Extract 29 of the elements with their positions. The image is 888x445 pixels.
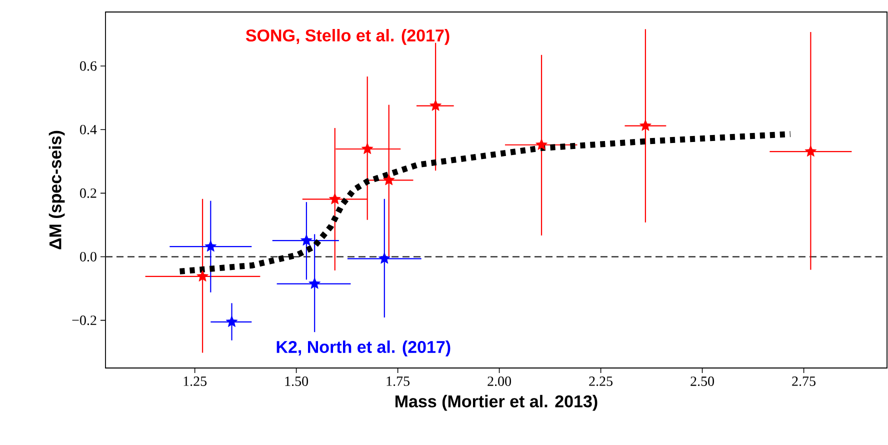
point: [196, 270, 208, 282]
y-tick-label: 0.4: [80, 124, 97, 134]
x-tick-label: 2.25: [589, 376, 613, 386]
x-axis-title: Mass (Mortier et al. 2013): [396, 394, 598, 411]
text: K2, North et al. (2017): [276, 340, 450, 356]
point: [536, 138, 548, 150]
y-tick-label: 0.0: [80, 252, 96, 262]
point: [361, 142, 374, 154]
y-tick-label: 0.6: [80, 61, 97, 71]
point: [328, 193, 341, 204]
x-tick-label: 2.75: [792, 376, 816, 386]
point: [378, 252, 390, 264]
y-tick-label: −0.2: [72, 316, 96, 326]
y-tick-label: 0.2: [80, 188, 96, 198]
text: SONG, Stello et al. (2017): [246, 29, 450, 45]
point: [640, 120, 652, 131]
point: [308, 278, 320, 289]
x-tick-label: 2.00: [488, 376, 512, 386]
x-tick-label: 2.50: [690, 376, 714, 386]
point: [804, 145, 817, 157]
point: [204, 240, 217, 252]
point: [300, 234, 312, 246]
point: [430, 100, 442, 111]
point: [226, 316, 238, 327]
x-tick-label: 1.75: [386, 376, 410, 386]
x-tick-label: 1.50: [285, 376, 308, 386]
x-tick-label: 1.25: [184, 376, 207, 386]
point: [382, 174, 395, 186]
y-axis-title: ΔM (spec-seis): [48, 130, 65, 250]
